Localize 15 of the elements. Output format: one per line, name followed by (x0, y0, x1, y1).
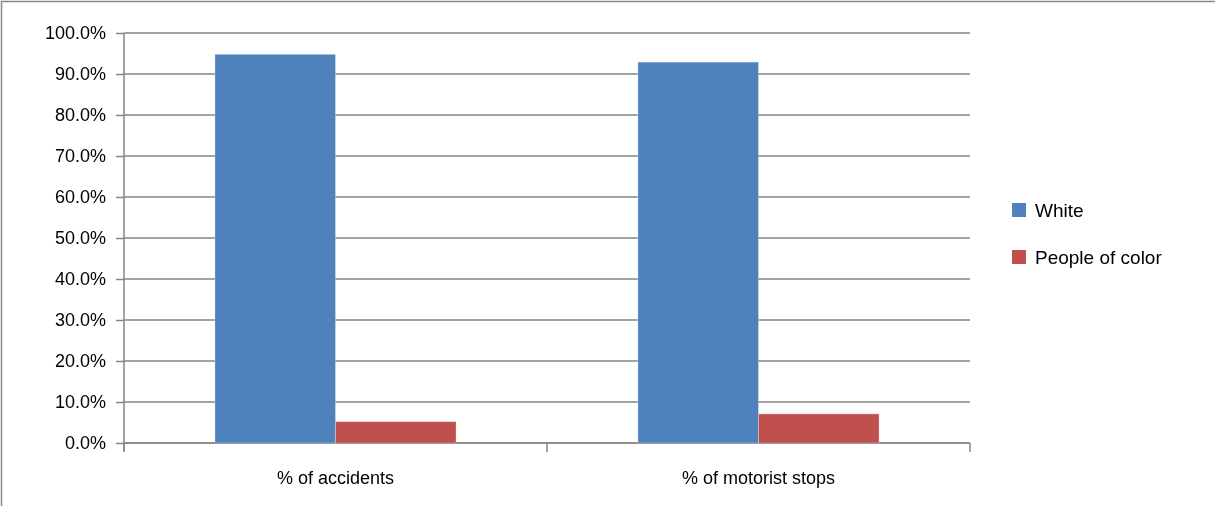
legend-label: White (1035, 199, 1084, 221)
y-tick-label: 40.0% (54, 269, 106, 290)
y-tick-label: 100.0% (44, 23, 106, 44)
y-tick-label: 20.0% (54, 351, 106, 372)
y-tick-label: 10.0% (54, 392, 106, 413)
y-tick-label: 80.0% (54, 105, 106, 126)
y-tick-label: 30.0% (54, 310, 106, 331)
legend-label: People of color (1035, 246, 1163, 268)
x-tick-label: % of accidents (276, 468, 395, 488)
x-tick-label: % of motorist stops (681, 468, 836, 488)
y-tick-label: 0.0% (64, 433, 106, 454)
y-tick-label: 70.0% (54, 146, 106, 167)
y-tick-label: 60.0% (54, 187, 106, 208)
y-tick-label: 50.0% (54, 228, 106, 249)
y-tick-label: 90.0% (54, 64, 106, 85)
